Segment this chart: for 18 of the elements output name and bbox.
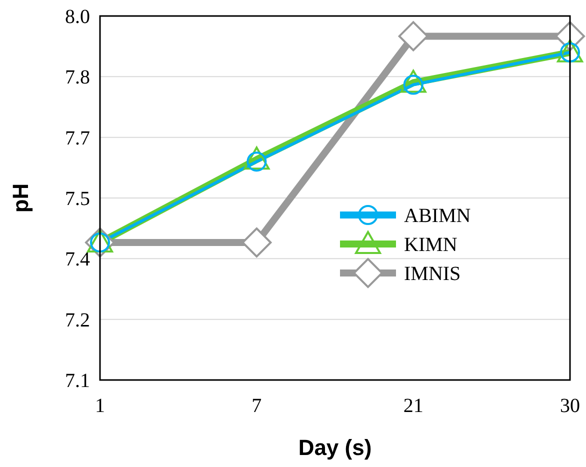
y-tick-label: 7.4 [65, 248, 90, 271]
x-tick-label: 7 [252, 395, 262, 417]
legend-label: ABIMN [404, 205, 471, 227]
y-tick-label: 7.2 [65, 309, 90, 332]
x-tick-label: 1 [95, 395, 105, 417]
y-tick-label: 7.5 [65, 188, 90, 210]
legend-label: KIMN [404, 234, 458, 256]
legend-label: IMNIS [404, 263, 461, 285]
y-tick-label: 7.1 [65, 370, 90, 392]
y-tick-label: 8.0 [65, 6, 90, 28]
y-axis-title: pH [8, 183, 33, 213]
x-axis-title: Day (s) [298, 435, 372, 460]
x-tick-label: 30 [560, 395, 580, 417]
point [400, 70, 426, 93]
point [244, 146, 270, 170]
x-tick-label: 21 [403, 395, 424, 417]
y-tick-label: 7.7 [65, 127, 90, 150]
y-tick-label: 7.8 [65, 66, 90, 89]
